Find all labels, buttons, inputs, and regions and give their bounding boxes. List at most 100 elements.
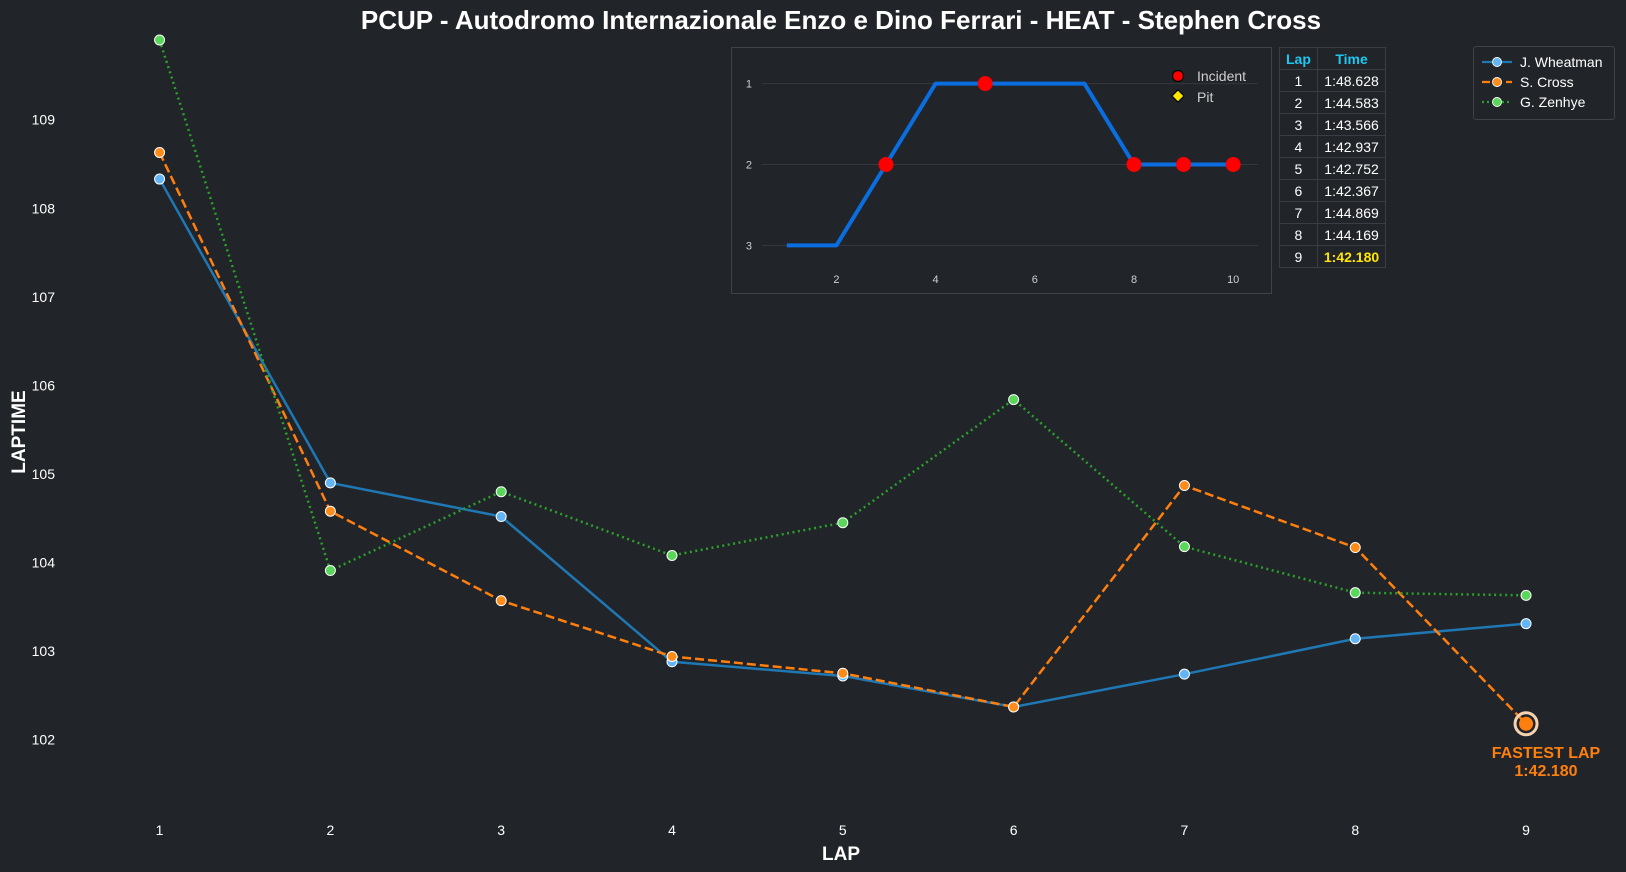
inset-position-polyline <box>786 81 1234 248</box>
lap-column-header: Lap <box>1279 47 1318 70</box>
series-g-zenhye <box>154 34 1532 601</box>
lap-number-cell: 4 <box>1279 135 1318 158</box>
data-point <box>1178 541 1190 553</box>
y-tick-label: 106 <box>32 377 56 393</box>
table-row: 8 1:44.169 <box>1279 223 1387 246</box>
series-lines <box>154 34 1532 730</box>
table-row: 2 1:44.583 <box>1279 91 1387 114</box>
table-row: 3 1:43.566 <box>1279 113 1387 136</box>
incident-marker <box>977 76 993 92</box>
data-point <box>1008 394 1020 406</box>
inset-x-tick-label: 10 <box>1227 274 1239 286</box>
lap-time-cell: 1:42.180 <box>1316 245 1387 268</box>
lap-number-cell: 5 <box>1279 157 1318 180</box>
y-tick-label: 104 <box>32 555 56 571</box>
data-point <box>154 146 166 158</box>
fastest-lap-value: 1:42.180 <box>1514 763 1577 780</box>
data-point <box>1349 633 1361 645</box>
x-tick-label: 9 <box>1522 822 1530 838</box>
lap-time-cell: 1:48.628 <box>1316 69 1387 92</box>
legend-swatch-zenhye <box>1482 97 1512 107</box>
lap-number-cell: 7 <box>1279 201 1318 224</box>
position-inset: 1 2 3 2 4 6 8 10 Incident Pit <box>731 47 1272 294</box>
lap-time-cell: 1:44.583 <box>1316 91 1387 114</box>
fastest-lap-ring <box>1513 711 1539 737</box>
inset-x-tick-label: 6 <box>1032 274 1038 286</box>
inset-x-tick-label: 2 <box>833 274 839 286</box>
data-point <box>495 486 507 498</box>
legend-swatch-cross <box>1482 77 1512 87</box>
data-point <box>154 173 166 185</box>
inset-y-tick-labels: 1 2 3 <box>746 79 752 253</box>
inset-y-tick-label: 3 <box>746 240 752 252</box>
lap-time-cell: 1:42.367 <box>1316 179 1387 202</box>
time-column-header: Time <box>1316 47 1387 70</box>
fastest-lap-annotation: FASTEST LAP 1:42.180 <box>1492 711 1601 780</box>
fastest-lap-marker <box>1519 716 1534 731</box>
data-point <box>1520 618 1532 630</box>
x-tick-label: 7 <box>1181 822 1189 838</box>
data-point <box>1178 668 1190 680</box>
chart-title: PCUP - Autodromo Internazionale Enzo e D… <box>361 5 1321 35</box>
table-row: 7 1:44.869 <box>1279 201 1387 224</box>
data-point <box>324 505 336 517</box>
legend-item: S. Cross <box>1482 72 1606 92</box>
y-tick-label: 103 <box>32 643 56 659</box>
incident-legend-label: Incident <box>1197 68 1246 84</box>
incident-marker <box>1126 157 1142 172</box>
y-tick-label: 108 <box>32 200 56 216</box>
lap-number-cell: 1 <box>1279 69 1318 92</box>
table-row: 5 1:42.752 <box>1279 157 1387 180</box>
inset-y-tick-label: 2 <box>746 160 752 172</box>
incident-legend-marker <box>1171 69 1185 83</box>
data-point <box>1349 587 1361 599</box>
x-tick-label: 8 <box>1351 822 1359 838</box>
data-point <box>495 595 507 607</box>
data-point <box>1178 480 1190 492</box>
x-tick-label: 4 <box>668 822 676 838</box>
x-tick-label: 6 <box>1010 822 1018 838</box>
y-axis-label: LAPTIME <box>9 390 30 473</box>
lap-table-header-row: Lap Time <box>1279 47 1387 70</box>
lap-number-cell: 3 <box>1279 113 1318 136</box>
inset-x-tick-label: 4 <box>933 274 939 286</box>
lap-time-cell: 1:42.752 <box>1316 157 1387 180</box>
y-tick-label: 102 <box>32 732 56 748</box>
legend-label: J. Wheatman <box>1520 54 1603 70</box>
x-tick-labels: 1 2 3 4 5 6 7 8 9 <box>156 822 1530 838</box>
lap-time-cell: 1:44.869 <box>1316 201 1387 224</box>
legend-item: G. Zenhye <box>1482 92 1606 112</box>
incident-marker <box>1225 157 1241 172</box>
legend-swatch-wheatman <box>1482 57 1512 67</box>
table-row: 4 1:42.937 <box>1279 135 1387 158</box>
x-tick-label: 5 <box>839 822 847 838</box>
legend-label: S. Cross <box>1520 74 1574 90</box>
legend-item: J. Wheatman <box>1482 52 1606 72</box>
incident-marker <box>878 157 894 172</box>
x-tick-label: 1 <box>156 822 164 838</box>
inset-position-line <box>786 81 1234 248</box>
x-tick-label: 2 <box>326 822 334 838</box>
data-point <box>666 549 678 561</box>
pit-legend-marker <box>1171 89 1185 103</box>
data-point <box>1520 589 1532 601</box>
lap-time-cell: 1:43.566 <box>1316 113 1387 136</box>
table-row: 1 1:48.628 <box>1279 69 1387 92</box>
incident-marker <box>1176 157 1192 172</box>
data-point <box>1008 701 1020 713</box>
data-point <box>324 565 336 577</box>
inset-x-tick-label: 8 <box>1131 274 1137 286</box>
y-tick-label: 105 <box>32 466 56 482</box>
lap-times-table: Lap Time 1 1:48.628 2 1:44.583 3 1:43.56… <box>1279 47 1387 268</box>
lap-number-cell: 6 <box>1279 179 1318 202</box>
lap-time-cell: 1:42.937 <box>1316 135 1387 158</box>
lap-number-cell: 2 <box>1279 91 1318 114</box>
inset-incident-markers <box>878 76 1241 172</box>
lap-number-cell: 9 <box>1279 245 1318 268</box>
chart-legend: J. Wheatman S. Cross G. Zenhye <box>1473 46 1615 120</box>
table-row-fastest: 9 1:42.180 <box>1279 245 1387 268</box>
fastest-lap-title: FASTEST LAP <box>1492 745 1601 762</box>
inset-legend: Incident Pit <box>1171 68 1246 105</box>
